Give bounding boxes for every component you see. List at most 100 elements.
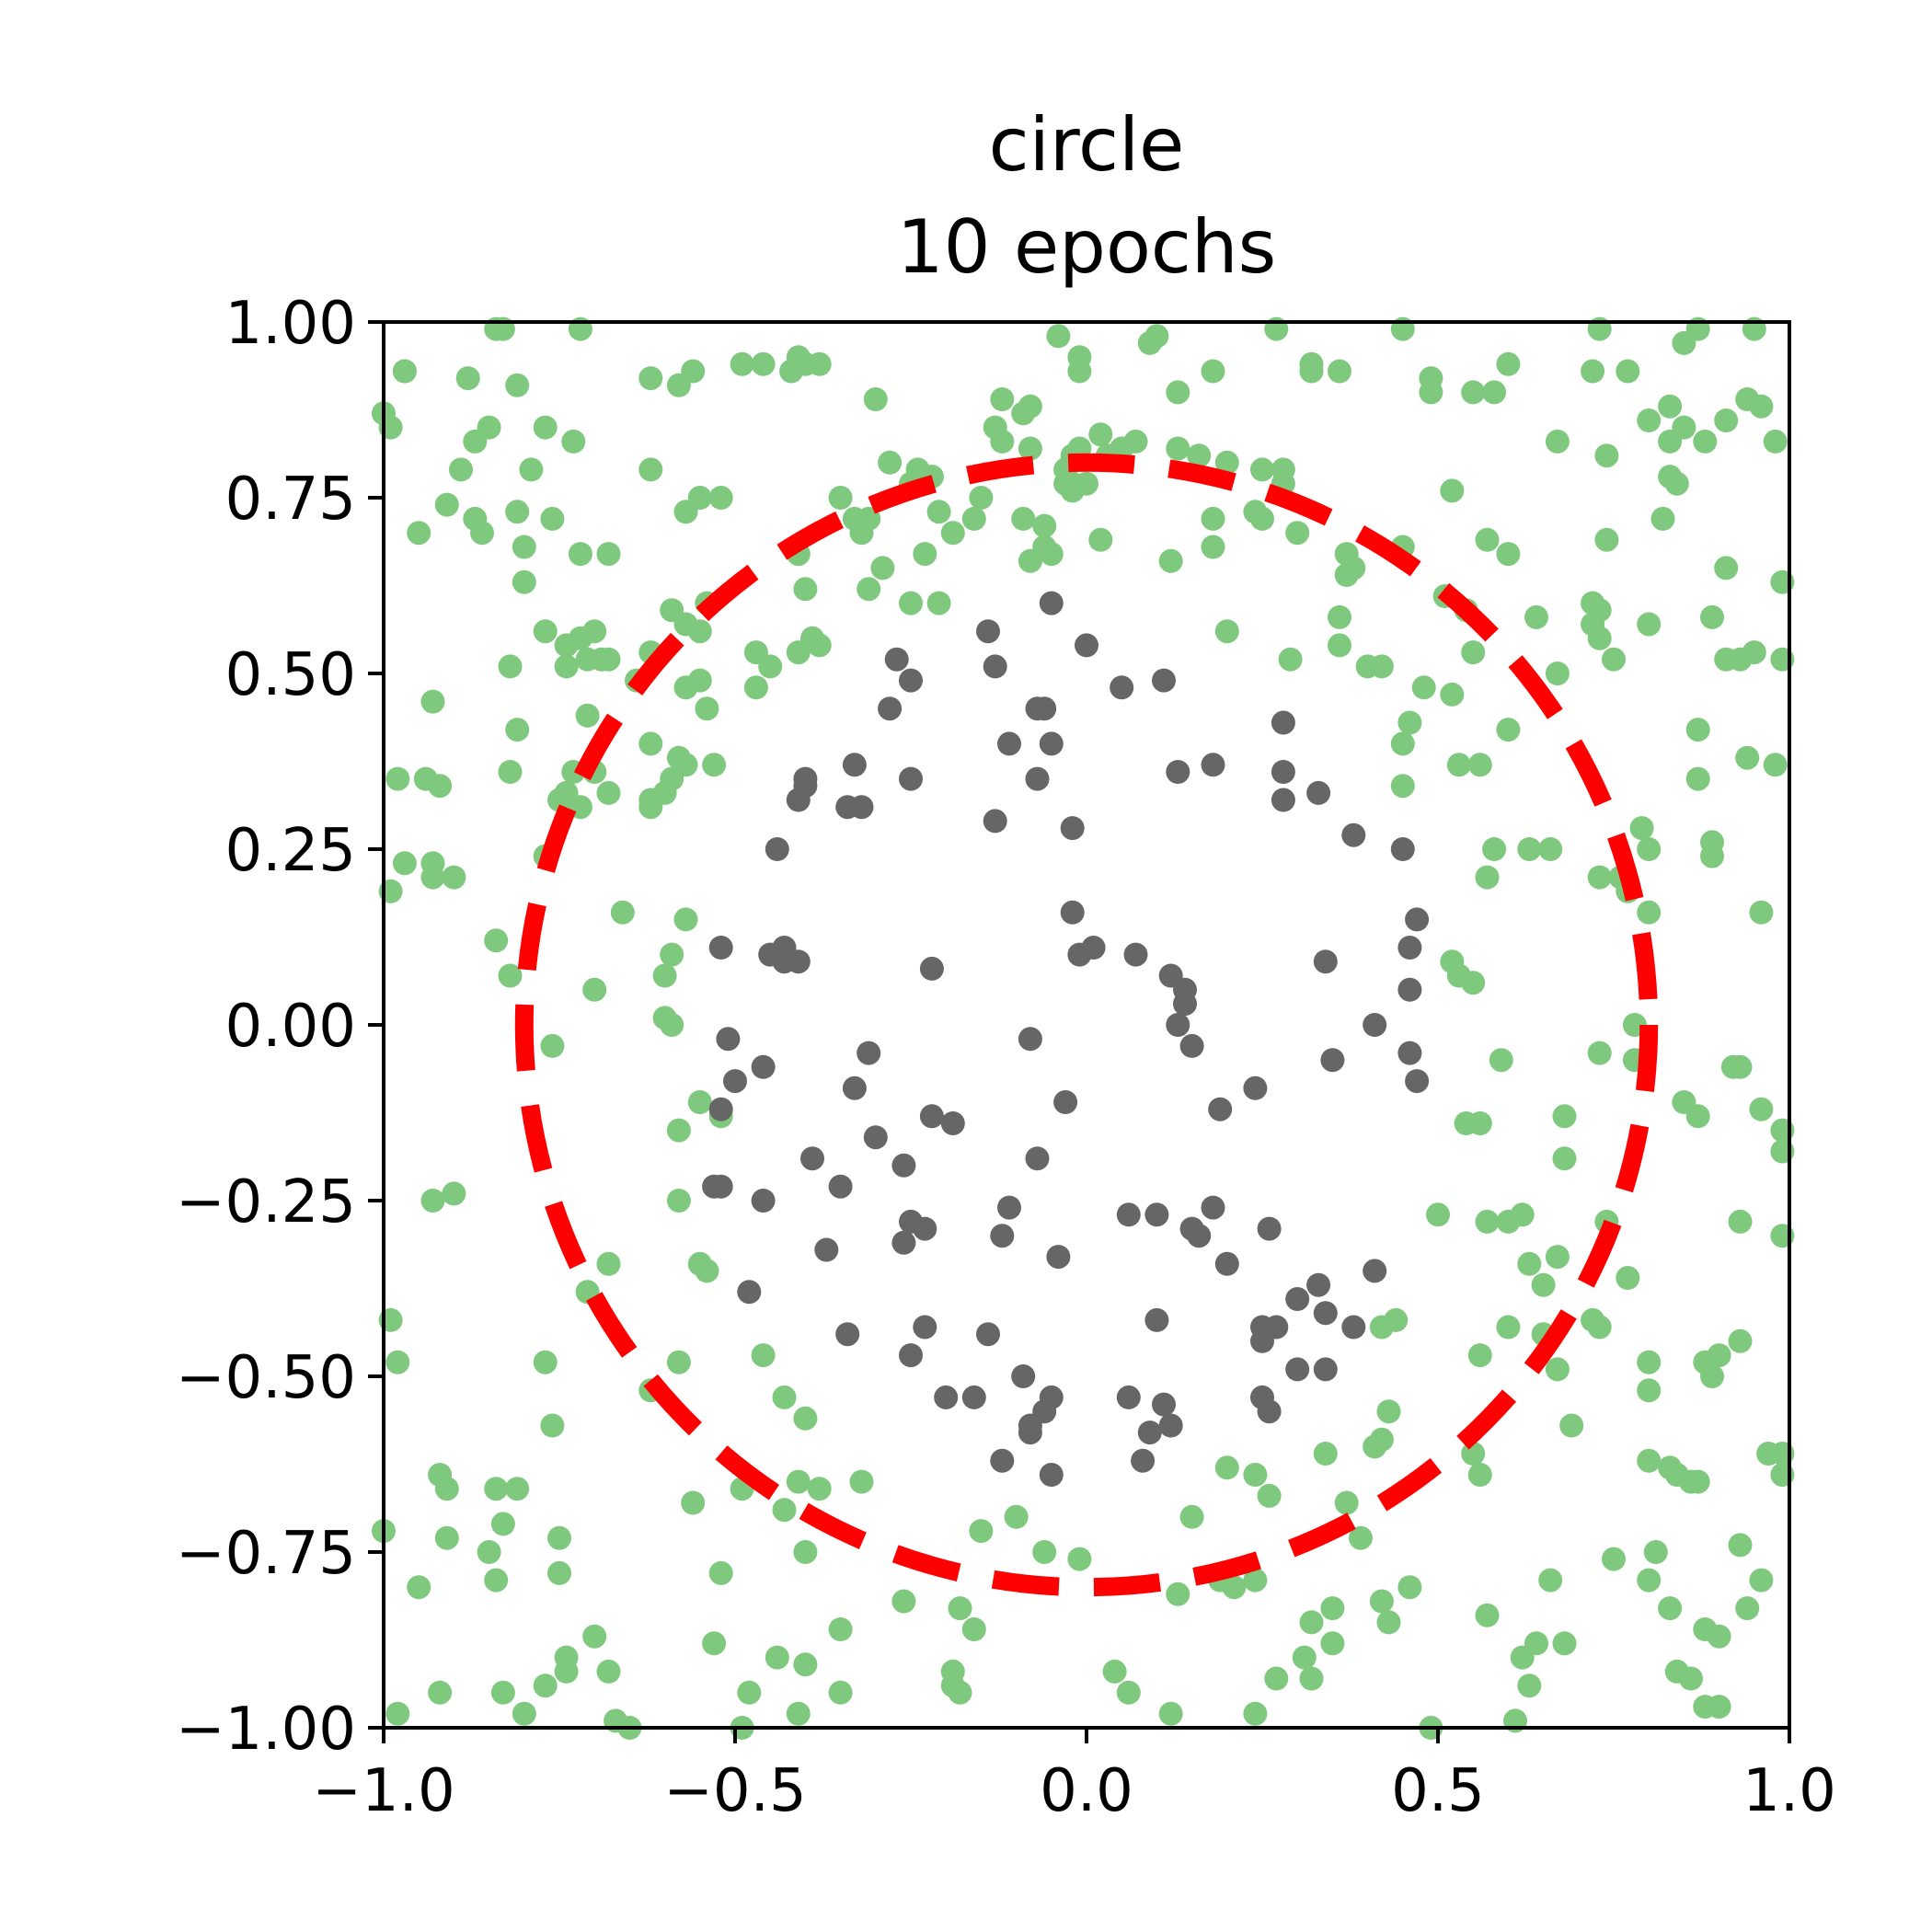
outside-point	[1018, 394, 1042, 419]
inside-point	[1053, 1090, 1078, 1114]
outside-point	[442, 1181, 466, 1206]
outside-point	[1538, 1568, 1563, 1593]
inside-point	[1116, 1385, 1141, 1409]
outside-point	[505, 1477, 530, 1501]
series-inside	[702, 591, 1430, 1487]
outside-point	[899, 591, 923, 615]
boundary-circle	[514, 453, 1659, 1597]
outside-point	[1201, 359, 1225, 384]
inside-point	[1313, 1301, 1338, 1326]
outside-point	[568, 542, 592, 567]
outside-point	[1032, 1540, 1057, 1564]
outside-point	[926, 500, 951, 524]
inside-point	[1201, 753, 1225, 777]
outside-point	[385, 766, 410, 791]
inside-point	[1158, 1413, 1183, 1438]
outside-point	[519, 457, 544, 482]
inside-point	[878, 696, 903, 721]
outside-point	[1475, 527, 1500, 552]
outside-point	[1714, 647, 1739, 672]
outside-point	[1735, 745, 1760, 770]
outside-point	[666, 1118, 691, 1143]
inside-point	[1405, 907, 1430, 932]
outside-point	[1616, 359, 1640, 384]
outside-point	[1158, 548, 1183, 573]
outside-point	[891, 1589, 916, 1614]
outside-point	[786, 1469, 811, 1494]
outside-point	[793, 1652, 818, 1677]
outside-point	[554, 1659, 579, 1684]
outside-point	[737, 1680, 762, 1705]
outside-point	[575, 647, 600, 672]
inside-point	[919, 956, 944, 981]
outside-point	[1320, 1596, 1345, 1621]
inside-point	[976, 619, 1000, 644]
outside-point	[1693, 1617, 1718, 1641]
outside-point	[638, 457, 663, 482]
outside-point	[484, 1477, 509, 1501]
outside-point	[428, 774, 453, 799]
outside-point	[1349, 1525, 1373, 1550]
inside-point	[786, 949, 811, 974]
outside-point	[1313, 1442, 1338, 1466]
outside-point	[638, 366, 663, 391]
y-tick-label: 1.00	[225, 290, 357, 358]
inside-point	[1271, 760, 1295, 784]
inside-point	[1397, 1041, 1422, 1065]
inside-point	[708, 1174, 733, 1199]
inside-point	[1025, 1146, 1050, 1171]
outside-point	[498, 963, 523, 988]
inside-point	[1363, 1259, 1387, 1283]
outside-point	[849, 1469, 874, 1494]
outside-point	[1187, 443, 1212, 468]
outside-point	[484, 928, 509, 953]
outside-point	[1714, 408, 1739, 432]
outside-point	[1032, 513, 1057, 538]
inside-point	[899, 1343, 923, 1368]
outside-point	[1166, 380, 1190, 405]
outside-point	[1257, 1483, 1282, 1508]
outside-point	[1397, 710, 1422, 735]
inside-point	[983, 654, 1007, 679]
x-tick-label: −1.0	[312, 1757, 454, 1825]
inside-point	[1271, 788, 1295, 812]
outside-point	[1524, 1631, 1548, 1656]
outside-point	[961, 1617, 986, 1641]
inside-point	[1011, 1364, 1036, 1388]
inside-point	[1320, 1048, 1345, 1073]
inside-point	[1166, 1013, 1190, 1037]
series-outside	[372, 316, 1795, 1740]
outside-point	[1440, 682, 1465, 707]
outside-point	[1581, 612, 1605, 637]
inside-point	[835, 1322, 860, 1347]
outside-point	[512, 1701, 536, 1726]
outside-point	[1271, 457, 1295, 482]
inside-point	[1257, 1399, 1282, 1424]
outside-point	[1510, 1202, 1535, 1227]
outside-point	[1700, 830, 1724, 855]
outside-point	[708, 486, 733, 510]
inside-point	[723, 1069, 747, 1094]
outside-point	[961, 506, 986, 531]
outside-point	[1419, 380, 1443, 405]
inside-point	[1039, 591, 1064, 615]
outside-point	[1602, 1547, 1626, 1571]
outside-point	[990, 387, 1015, 411]
y-tick-label: 0.00	[225, 993, 357, 1061]
outside-point	[420, 689, 445, 714]
outside-point	[385, 1350, 410, 1374]
inside-point	[983, 809, 1007, 834]
inside-point	[990, 1224, 1015, 1248]
outside-point	[807, 633, 832, 658]
outside-point	[673, 675, 698, 700]
outside-point	[1467, 1111, 1492, 1135]
outside-point	[652, 780, 677, 805]
outside-point	[673, 907, 698, 932]
outside-point	[1334, 1490, 1359, 1515]
outside-point	[420, 865, 445, 890]
outside-point	[652, 963, 677, 988]
outside-point	[1461, 971, 1486, 995]
inside-point	[1397, 936, 1422, 960]
outside-point	[1214, 450, 1239, 475]
outside-point	[1461, 1442, 1486, 1466]
